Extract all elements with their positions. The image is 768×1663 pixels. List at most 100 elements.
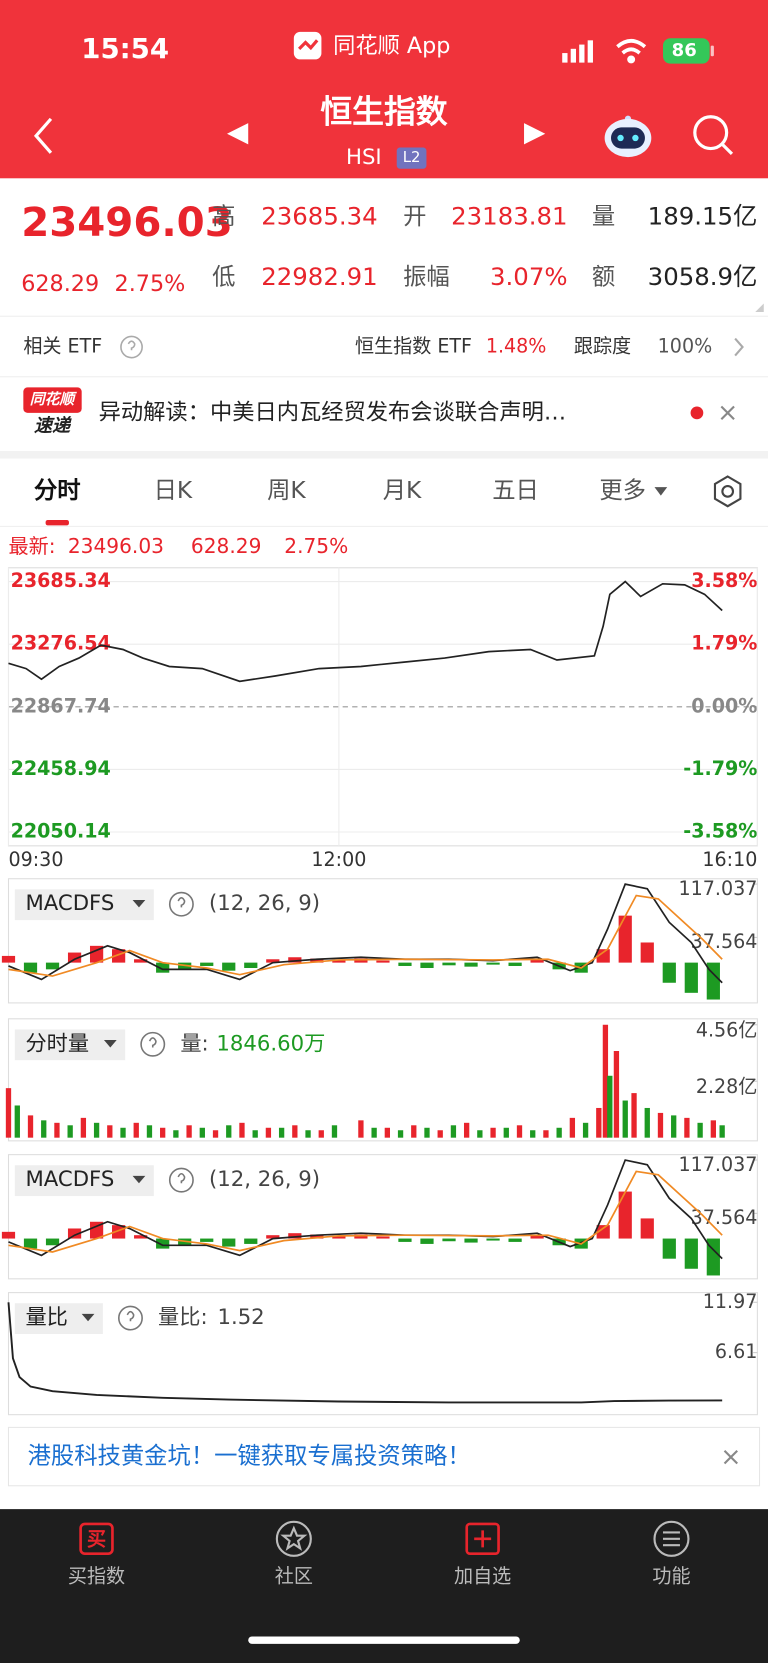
indicator-name: 量比 — [25, 1305, 67, 1330]
macd-bar — [618, 915, 632, 963]
line — [8, 894, 723, 977]
macd-bar — [508, 962, 522, 966]
prev-button[interactable] — [227, 123, 249, 145]
indicator-params: (12, 26, 9) — [209, 1167, 320, 1192]
more-arrow — [654, 487, 668, 496]
macd-bar — [420, 1238, 434, 1244]
macd-bar — [45, 962, 60, 970]
battery — [662, 38, 710, 64]
nav-icon-add — [465, 1522, 500, 1556]
indicator-arrow — [132, 1175, 146, 1184]
y-tick-label: 37.564 — [691, 930, 758, 953]
volume-bar — [384, 1127, 390, 1138]
settings-dot — [721, 484, 735, 498]
macd-bar — [530, 959, 544, 963]
title: 恒生指数 — [320, 93, 447, 131]
etf-tracking-label: 跟踪度 — [574, 335, 631, 358]
tab[interactable]: 更多 — [599, 476, 646, 504]
readout-value: 1846.60万 — [216, 1031, 325, 1056]
news-badge-top — [23, 387, 82, 413]
stat-label: 振幅 — [403, 263, 450, 291]
banner-text[interactable]: 港股科技黄金坑！一键获取专属投资策略！ — [28, 1442, 471, 1470]
etf-tracking: 100% — [658, 335, 713, 358]
tab[interactable]: 日K — [154, 476, 193, 504]
volume-bar — [107, 1125, 113, 1138]
macd-bar — [662, 962, 676, 983]
tab[interactable]: 周K — [267, 476, 306, 504]
macd-bar — [376, 1236, 390, 1239]
macd-bar — [398, 962, 412, 966]
y-tick-label: 22458.94 — [11, 757, 111, 780]
volume-bar — [27, 1115, 34, 1138]
macd-bar — [89, 945, 104, 963]
volume-bar — [331, 1125, 338, 1138]
macd-bar — [156, 962, 170, 973]
volume-bar — [305, 1130, 311, 1138]
back-button[interactable] — [33, 117, 53, 154]
y-tick-label: 117.037 — [679, 877, 758, 900]
indicator-selector[interactable] — [14, 1165, 154, 1197]
volume-bar — [450, 1125, 457, 1138]
volume-bar — [503, 1127, 509, 1138]
app-icon-mark — [298, 39, 319, 51]
macd-bar — [618, 1191, 632, 1239]
y-tick-label: 2.28亿 — [696, 1075, 758, 1098]
indicator-selector[interactable] — [14, 889, 154, 921]
latest-pct: 2.75% — [284, 534, 348, 558]
gap — [0, 451, 768, 459]
y-tick-label: 22867.74 — [11, 694, 111, 717]
macd-bar — [596, 949, 610, 963]
volume-bar — [371, 1127, 377, 1138]
readout-label: 量比: — [158, 1305, 208, 1330]
settings-button[interactable] — [713, 475, 742, 508]
news-dot — [690, 406, 704, 420]
next-button[interactable] — [524, 123, 546, 145]
y2-tick-label: -3.58% — [683, 820, 757, 843]
indicator-selector[interactable] — [14, 1029, 126, 1061]
news-text: 异动解读：中美日内瓦经贸发布会谈联合声明… — [99, 399, 566, 425]
y-tick-label: 6.61 — [715, 1340, 757, 1363]
volume-bar — [397, 1130, 404, 1138]
macd-bar — [596, 1225, 610, 1239]
wifi-icon — [616, 39, 647, 64]
volume-bar — [318, 1130, 324, 1138]
readout-value: 1.52 — [217, 1305, 264, 1330]
banner-close[interactable] — [723, 1449, 738, 1465]
etf-chevron[interactable] — [734, 337, 744, 357]
y2-tick-label: 3.58% — [691, 569, 757, 592]
volume-bar — [516, 1125, 523, 1138]
volume-bar — [160, 1127, 166, 1138]
help-icon — [168, 1167, 194, 1193]
help-icon[interactable] — [120, 335, 143, 359]
tab[interactable]: 五日 — [492, 476, 539, 504]
macd-bar — [244, 962, 258, 968]
macd-bar — [684, 1238, 698, 1269]
y-tick-label: 23276.54 — [11, 632, 111, 655]
tab[interactable]: 分时 — [34, 476, 81, 504]
indicator-name: 分时量 — [25, 1031, 89, 1056]
macd-bar — [134, 959, 148, 963]
help-icon-mark — [177, 1172, 186, 1184]
latest-label: 最新: — [8, 534, 55, 558]
indicator-arrow — [103, 1040, 117, 1048]
nav-label[interactable]: 功能 — [652, 1565, 690, 1588]
macd-bar — [332, 959, 346, 963]
assistant-button[interactable] — [604, 115, 652, 158]
macd-bar — [684, 962, 698, 993]
nav-label[interactable]: 加自选 — [454, 1565, 511, 1588]
nav-icon-text: 买 — [87, 1527, 106, 1550]
nav-label[interactable]: 买指数 — [68, 1565, 125, 1588]
nav-label[interactable]: 社区 — [275, 1565, 313, 1588]
battery-level: 86 — [672, 40, 697, 61]
search-button[interactable] — [693, 115, 734, 156]
news-close[interactable] — [720, 405, 735, 420]
macd-bar — [200, 962, 214, 966]
etf-label: 相关 ETF — [23, 335, 102, 358]
tab[interactable]: 月K — [383, 476, 422, 504]
macd-bar — [376, 960, 390, 963]
volume-bar — [41, 1120, 47, 1138]
stat-label: 额 — [592, 263, 615, 291]
chart-frame — [7, 878, 758, 1004]
